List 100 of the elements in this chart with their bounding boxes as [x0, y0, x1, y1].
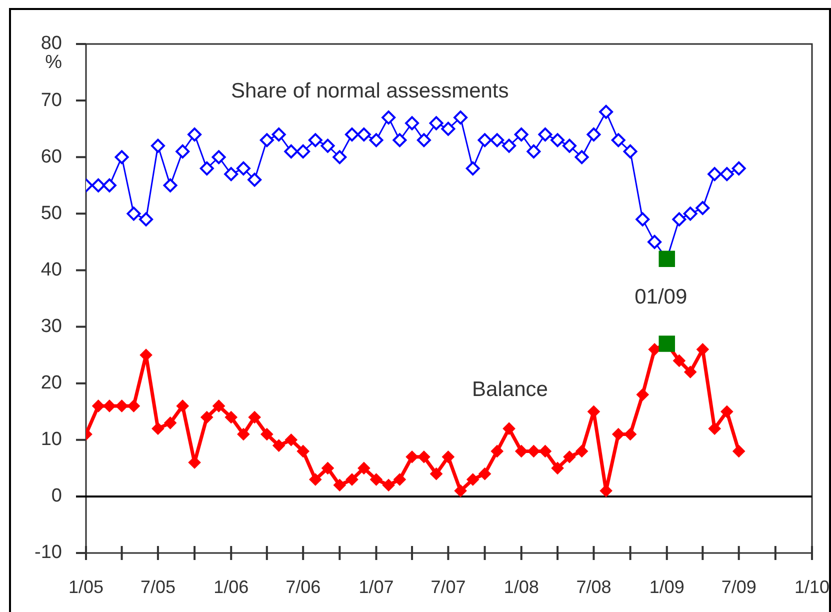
point — [720, 167, 734, 182]
y-tick-label: 30 — [40, 316, 62, 338]
point — [576, 445, 588, 458]
point — [369, 133, 384, 148]
point — [237, 428, 250, 440]
point — [272, 127, 286, 142]
y-tick-label: 0 — [51, 486, 62, 507]
point — [539, 445, 552, 458]
point — [611, 133, 626, 148]
series-label: Balance — [472, 378, 548, 401]
point — [636, 212, 650, 226]
x-tick-label: 7/05 — [140, 576, 176, 597]
x-tick-label: 1/09 — [649, 576, 684, 597]
point — [683, 206, 698, 221]
x-tick-label: 7/09 — [721, 576, 756, 597]
point — [441, 122, 456, 136]
point — [382, 110, 396, 125]
point — [272, 440, 285, 452]
point — [164, 416, 176, 429]
point — [732, 445, 745, 458]
point — [552, 462, 564, 474]
point — [296, 144, 310, 158]
point — [454, 484, 467, 497]
point — [139, 212, 154, 226]
annotation: 01/09 — [634, 286, 688, 309]
x-tick-label: 7/08 — [576, 576, 612, 597]
point — [720, 406, 733, 418]
point — [526, 144, 541, 158]
point — [103, 400, 116, 412]
point — [684, 366, 696, 378]
point — [502, 138, 516, 153]
point — [152, 422, 164, 435]
point — [586, 127, 601, 142]
point — [648, 234, 662, 249]
point — [392, 133, 407, 148]
point — [454, 110, 468, 125]
y-axis-title: % — [45, 52, 62, 74]
point — [284, 144, 298, 158]
point — [673, 354, 686, 367]
point — [308, 133, 322, 148]
point — [708, 422, 721, 435]
point — [370, 473, 382, 486]
point — [176, 400, 189, 412]
point — [248, 411, 261, 424]
point — [322, 462, 334, 474]
point — [320, 138, 335, 153]
point — [394, 473, 406, 486]
point — [126, 206, 141, 221]
point — [212, 400, 225, 412]
point — [466, 473, 479, 486]
point — [332, 150, 347, 164]
point — [236, 161, 250, 176]
point — [344, 127, 359, 142]
point — [405, 116, 420, 130]
point — [212, 150, 226, 164]
point — [624, 428, 636, 440]
point — [346, 473, 358, 486]
point — [430, 468, 442, 480]
point — [91, 178, 106, 192]
point — [200, 161, 214, 176]
point — [528, 445, 540, 458]
point — [672, 212, 686, 226]
point — [696, 343, 709, 356]
point — [708, 167, 722, 182]
point — [550, 133, 565, 148]
point — [128, 400, 140, 412]
x-tick-label: 1/10 — [794, 576, 830, 597]
point — [225, 411, 238, 424]
point — [466, 161, 480, 176]
y-tick-label: 80 — [40, 33, 62, 54]
x-tick-label: 1/08 — [504, 576, 539, 597]
point — [429, 116, 444, 130]
point — [636, 388, 649, 401]
point — [176, 144, 190, 158]
y-tick-label: -10 — [34, 542, 62, 564]
point — [356, 127, 371, 142]
point — [248, 172, 262, 187]
point — [599, 104, 614, 119]
point — [297, 445, 310, 458]
x-tick-label: 7/06 — [286, 576, 321, 597]
point — [416, 133, 431, 148]
point — [150, 138, 165, 153]
point — [188, 127, 202, 142]
point — [442, 450, 454, 463]
point — [309, 473, 322, 486]
y-tick-label: 20 — [40, 372, 62, 394]
point — [612, 428, 624, 440]
point — [478, 468, 491, 480]
point — [358, 462, 370, 474]
y-tick-label: 40 — [40, 259, 62, 280]
y-tick-label: 50 — [40, 202, 62, 224]
point — [563, 450, 576, 463]
point — [200, 411, 213, 424]
y-tick-label: 70 — [40, 90, 62, 111]
series-label: Share of normal assessments — [230, 80, 509, 103]
point — [478, 133, 492, 148]
point — [382, 479, 395, 492]
point — [406, 450, 418, 463]
point — [574, 150, 589, 164]
point — [285, 434, 298, 446]
